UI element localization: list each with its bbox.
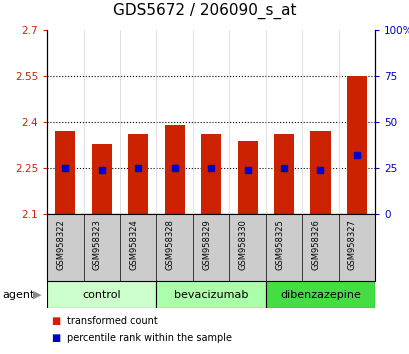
Text: GSM958325: GSM958325 <box>274 219 283 270</box>
Text: GSM958322: GSM958322 <box>56 219 65 270</box>
Bar <box>201 135 220 214</box>
Text: GSM958330: GSM958330 <box>238 219 247 270</box>
Text: ■: ■ <box>51 316 61 326</box>
Text: agent: agent <box>2 290 34 300</box>
Text: bevacizumab: bevacizumab <box>173 290 248 300</box>
Text: GSM958326: GSM958326 <box>311 219 320 270</box>
Text: dibenzazepine: dibenzazepine <box>279 290 360 300</box>
Bar <box>156 281 265 308</box>
Bar <box>346 76 366 214</box>
Text: GSM958327: GSM958327 <box>347 219 356 270</box>
Text: percentile rank within the sample: percentile rank within the sample <box>67 333 231 343</box>
Text: GDS5672 / 206090_s_at: GDS5672 / 206090_s_at <box>113 3 296 19</box>
Bar <box>310 131 330 214</box>
Bar <box>273 135 293 214</box>
Text: GSM958323: GSM958323 <box>92 219 101 270</box>
Text: ■: ■ <box>51 333 61 343</box>
Text: GSM958329: GSM958329 <box>202 219 211 270</box>
Bar <box>92 144 112 214</box>
Bar <box>47 281 156 308</box>
Bar <box>128 135 148 214</box>
Text: GSM958324: GSM958324 <box>129 219 138 270</box>
Bar <box>55 131 75 214</box>
Text: ▶: ▶ <box>33 290 41 300</box>
Text: GSM958328: GSM958328 <box>165 219 174 270</box>
Text: transformed count: transformed count <box>67 316 157 326</box>
Text: control: control <box>82 290 121 300</box>
Bar <box>237 141 257 214</box>
Bar <box>265 281 374 308</box>
Bar <box>164 125 184 214</box>
